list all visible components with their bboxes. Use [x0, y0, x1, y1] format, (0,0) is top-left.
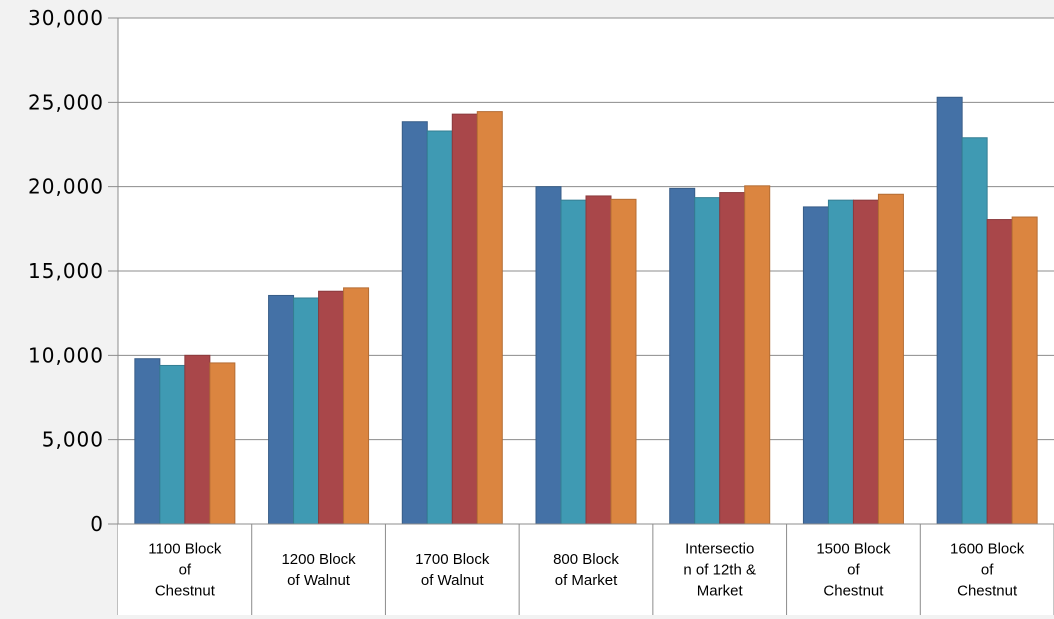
x-tick-label: 1500 Block of Chestnut	[816, 541, 891, 600]
bar	[318, 290, 345, 525]
x-tick-label: 1600 Block of Chestnut	[950, 541, 1025, 600]
bar	[719, 192, 746, 525]
bar	[936, 96, 963, 525]
bar	[268, 294, 295, 525]
x-tick-label: 1200 Block of Walnut	[281, 551, 356, 589]
bar	[293, 297, 320, 525]
bar	[426, 130, 453, 525]
bar	[961, 137, 988, 525]
y-tick-labels: 0 5,000 10,000 15,000 20,000 25,000 30,000	[28, 6, 104, 536]
bar	[694, 197, 721, 525]
bar	[343, 287, 370, 525]
bar	[134, 358, 161, 525]
x-tick-label: 800 Block of Market	[553, 551, 619, 589]
bar	[535, 186, 562, 525]
bar	[802, 206, 829, 525]
bar	[610, 198, 637, 525]
bar	[669, 187, 696, 525]
bar	[852, 199, 879, 525]
category-table	[118, 524, 1054, 615]
bar	[585, 195, 612, 525]
bar	[877, 193, 904, 525]
bar	[159, 364, 186, 525]
y-tick-label: 15,000	[28, 259, 104, 283]
y-tick-label: 0	[90, 512, 104, 536]
bar	[401, 121, 428, 525]
bars	[134, 96, 1038, 525]
y-tick-label: 5,000	[42, 428, 104, 452]
bar	[451, 113, 478, 525]
bar	[184, 354, 211, 525]
y-tick-label: 20,000	[28, 175, 104, 199]
axes	[117, 18, 1054, 615]
bar	[1011, 216, 1038, 525]
bar	[986, 219, 1013, 525]
x-tick-labels: 1100 Block of Chestnut 1200 Block of Walnut 1…	[148, 541, 1024, 600]
x-tick-label: Intersectio n of 12th & Market	[683, 541, 756, 600]
bar	[209, 362, 236, 525]
x-tick-label: 1700 Block of Walnut	[415, 551, 490, 589]
bar	[827, 199, 854, 525]
y-tick-label: 30,000	[28, 6, 104, 30]
bar	[560, 199, 587, 525]
y-tick-label: 10,000	[28, 343, 104, 367]
bar	[476, 111, 503, 525]
x-tick-label: 1100 Block of Chestnut	[148, 541, 222, 600]
bar	[744, 185, 771, 525]
y-tick-label: 25,000	[28, 90, 104, 114]
